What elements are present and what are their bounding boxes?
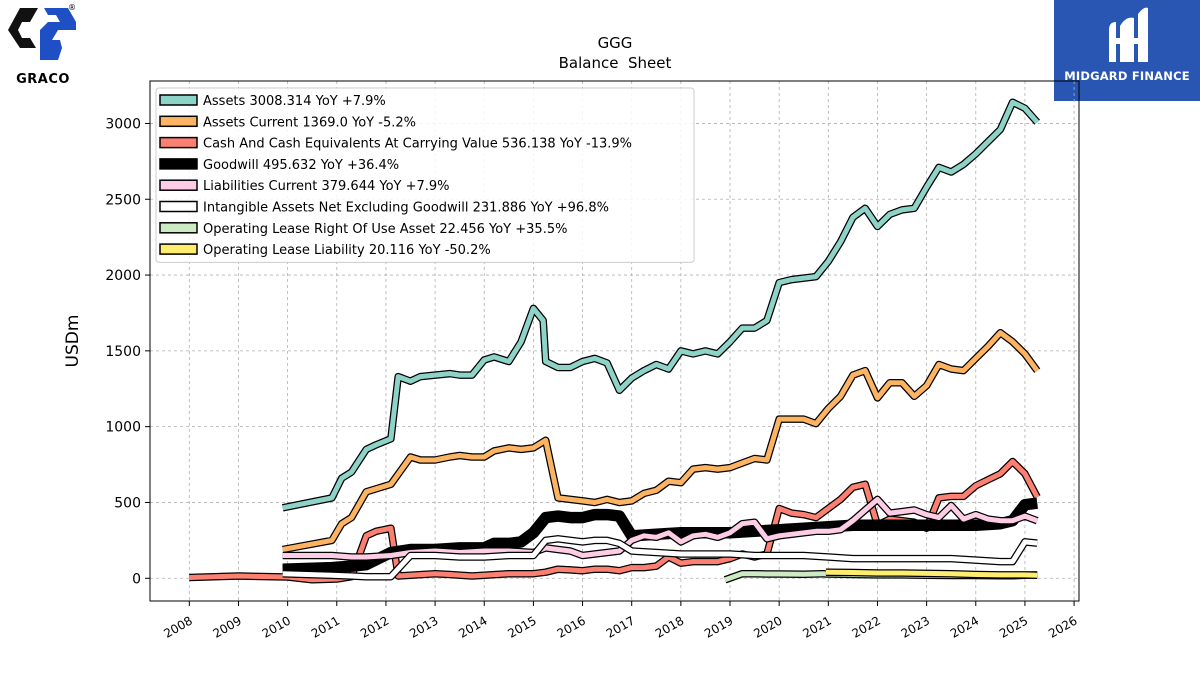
- series-line-2: [282, 328, 1041, 554]
- x-tick-label: 2023: [899, 613, 932, 640]
- x-tick-label: 2019: [702, 613, 735, 640]
- registered-mark: ®: [68, 3, 76, 12]
- x-tick-label: 2024: [948, 613, 981, 640]
- x-tick-label: 2015: [505, 613, 538, 640]
- y-tick-label: 500: [114, 495, 141, 511]
- legend: Assets 3008.314 YoY +7.9% Assets Current …: [155, 87, 695, 263]
- series-stroke: [282, 99, 1040, 511]
- y-tick-label: 1500: [105, 344, 141, 360]
- graco-logo: ® GRACO: [0, 0, 84, 92]
- legend-label: Cash And Cash Equivalents At Carrying Va…: [203, 137, 632, 152]
- legend-swatch: [159, 200, 198, 213]
- series-line-5: [282, 495, 1039, 561]
- midgard-finance-logo: MIDGARD FINANCE: [1054, 0, 1200, 101]
- midgard-mark-icon: [1109, 7, 1148, 63]
- plot-lines: [189, 98, 1041, 584]
- grid: [150, 81, 1079, 601]
- y-tick-label: 0: [132, 571, 141, 587]
- legend-entry-5: Liabilities Current 379.644 YoY +7.9%: [159, 179, 450, 194]
- legend-entry-8: Operating Lease Liability 20.116 YoY -50…: [159, 243, 491, 258]
- legend-label: Assets Current 1369.0 YoY -5.2%: [203, 115, 416, 130]
- x-tick-label: 2017: [604, 613, 637, 640]
- plot-frame: [149, 80, 1080, 602]
- legend-label: Intangible Assets Net Excluding Goodwill…: [203, 201, 609, 216]
- series-stroke: [282, 536, 1038, 580]
- legend-swatch: [159, 136, 198, 149]
- x-tick-label: 2014: [456, 613, 489, 640]
- legend-entry-1: Assets 3008.314 YoY +7.9%: [159, 94, 386, 109]
- series-line-8: [824, 568, 1038, 579]
- legend-entry-6: Intangible Assets Net Excluding Goodwill…: [159, 200, 609, 216]
- x-tick-label: 2021: [800, 613, 833, 640]
- legend-swatch: [159, 179, 198, 191]
- x-tick-label: 2016: [555, 613, 588, 640]
- legend-label: Assets 3008.314 YoY +7.9%: [203, 94, 386, 109]
- x-tick-label: 2018: [653, 613, 686, 640]
- x-tick-label: 2009: [211, 613, 244, 640]
- x-tick-label: 2020: [751, 613, 784, 640]
- x-tick-label: 2011: [309, 613, 342, 640]
- legend-swatch: [159, 115, 198, 128]
- y-tick-label: 1000: [105, 420, 141, 436]
- series-line-6: [282, 535, 1038, 581]
- x-tick-label: 2008: [161, 613, 194, 640]
- x-tick-label: 2013: [407, 613, 440, 640]
- y-tick-label: 2000: [105, 268, 141, 284]
- legend-entry-3: Cash And Cash Equivalents At Carrying Va…: [159, 136, 632, 152]
- legend-box: [155, 87, 695, 263]
- series-line-1: [281, 98, 1041, 512]
- series-stroke: [282, 496, 1039, 560]
- x-tick-label: 2026: [1046, 613, 1079, 640]
- chart-subtitle: Balance Sheet: [559, 54, 672, 72]
- legend-label: Operating Lease Right Of Use Asset 22.45…: [203, 222, 567, 237]
- graco-wordmark: GRACO: [16, 72, 70, 87]
- y-tick-label: 2500: [105, 192, 141, 208]
- legend-swatch: [159, 94, 198, 106]
- legend-entry-4: Goodwill 495.632 YoY +36.4%: [159, 158, 399, 173]
- graco-mark-icon: [8, 8, 76, 60]
- midgard-wordmark: MIDGARD FINANCE: [1064, 69, 1190, 83]
- legend-swatch: [159, 158, 198, 170]
- x-tick-label: 2025: [997, 613, 1030, 640]
- legend-swatch: [159, 222, 198, 234]
- x-tick-label: 2012: [358, 613, 391, 640]
- series-stroke: [825, 569, 1038, 578]
- legend-label: Liabilities Current 379.644 YoY +7.9%: [203, 179, 450, 194]
- legend-entry-7: Operating Lease Right Of Use Asset 22.45…: [159, 222, 567, 237]
- legend-label: Operating Lease Liability 20.116 YoY -50…: [203, 243, 491, 258]
- y-axis-label: USDm: [63, 315, 83, 368]
- legend-swatch: [159, 243, 198, 255]
- x-tick-label: 2022: [850, 613, 883, 640]
- series-stroke: [282, 330, 1040, 552]
- chart-title: GGG: [598, 34, 633, 52]
- legend-label: Goodwill 495.632 YoY +36.4%: [203, 158, 399, 173]
- x-tick-label: 2010: [260, 613, 293, 640]
- y-tick-label: 3000: [105, 116, 141, 132]
- legend-entry-2: Assets Current 1369.0 YoY -5.2%: [159, 115, 416, 130]
